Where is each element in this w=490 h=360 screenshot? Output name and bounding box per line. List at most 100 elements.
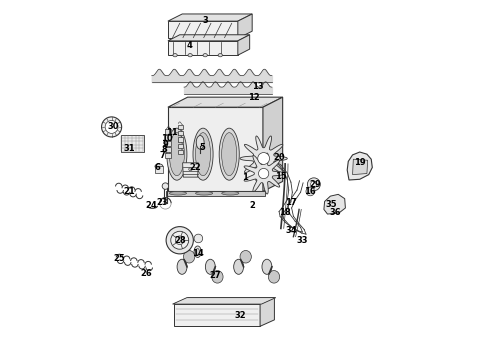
Polygon shape [177, 131, 183, 135]
Text: 25: 25 [113, 255, 124, 264]
Ellipse shape [205, 259, 215, 274]
Circle shape [307, 178, 320, 191]
Circle shape [311, 181, 317, 188]
Polygon shape [165, 135, 171, 140]
Text: 21: 21 [123, 187, 135, 196]
Text: 28: 28 [174, 237, 186, 246]
Polygon shape [177, 150, 183, 154]
Circle shape [258, 153, 270, 165]
Polygon shape [168, 21, 238, 39]
Polygon shape [165, 141, 171, 146]
Text: 20: 20 [273, 153, 285, 162]
Polygon shape [174, 304, 260, 326]
Ellipse shape [194, 246, 201, 257]
Polygon shape [155, 166, 163, 173]
Text: 9: 9 [163, 140, 168, 149]
Text: 33: 33 [296, 236, 308, 245]
Ellipse shape [234, 259, 244, 274]
Text: 32: 32 [235, 311, 246, 320]
Polygon shape [168, 14, 252, 21]
Ellipse shape [196, 133, 211, 176]
Circle shape [171, 231, 189, 249]
Text: 36: 36 [330, 208, 341, 217]
Polygon shape [165, 153, 171, 158]
Text: 30: 30 [107, 122, 119, 131]
Text: 26: 26 [141, 269, 152, 278]
Text: 12: 12 [248, 93, 260, 102]
Text: 7: 7 [160, 151, 166, 160]
Ellipse shape [173, 54, 177, 57]
Text: 18: 18 [279, 208, 291, 217]
Ellipse shape [203, 54, 207, 57]
Polygon shape [165, 130, 171, 134]
Polygon shape [177, 144, 183, 148]
Polygon shape [168, 41, 238, 55]
Text: 10: 10 [161, 134, 173, 143]
Ellipse shape [188, 54, 192, 57]
Circle shape [194, 234, 203, 243]
Text: 16: 16 [304, 187, 316, 196]
Text: 4: 4 [187, 41, 193, 50]
Polygon shape [168, 35, 250, 41]
Polygon shape [324, 194, 345, 214]
Text: 31: 31 [123, 144, 135, 153]
Ellipse shape [212, 271, 223, 283]
Ellipse shape [170, 133, 184, 176]
Polygon shape [168, 107, 263, 192]
Ellipse shape [177, 259, 187, 274]
Ellipse shape [183, 251, 195, 263]
Ellipse shape [221, 133, 237, 176]
Circle shape [101, 117, 122, 137]
Circle shape [166, 226, 194, 254]
Text: 35: 35 [325, 200, 337, 209]
Text: 3: 3 [203, 16, 208, 25]
Ellipse shape [193, 128, 213, 180]
Polygon shape [122, 135, 144, 152]
Polygon shape [166, 191, 265, 196]
Ellipse shape [167, 128, 187, 180]
Ellipse shape [196, 192, 213, 195]
Ellipse shape [219, 128, 239, 180]
Polygon shape [183, 163, 198, 177]
Ellipse shape [170, 192, 187, 195]
Polygon shape [353, 159, 368, 175]
Text: 19: 19 [354, 158, 366, 167]
Polygon shape [168, 97, 283, 107]
Ellipse shape [196, 135, 204, 149]
Ellipse shape [155, 164, 163, 169]
Ellipse shape [196, 248, 199, 255]
Text: 29: 29 [309, 180, 321, 189]
Polygon shape [177, 137, 183, 141]
Text: 24: 24 [145, 201, 157, 210]
Circle shape [259, 168, 269, 179]
Polygon shape [240, 136, 287, 181]
Text: 27: 27 [210, 270, 221, 279]
Text: 14: 14 [193, 249, 204, 258]
Polygon shape [347, 152, 372, 180]
Ellipse shape [189, 168, 192, 171]
Text: 22: 22 [189, 163, 201, 172]
Ellipse shape [269, 271, 280, 283]
Circle shape [162, 183, 169, 189]
Ellipse shape [221, 192, 239, 195]
Circle shape [105, 121, 118, 134]
Polygon shape [238, 35, 250, 55]
Text: 34: 34 [285, 226, 297, 235]
Polygon shape [244, 153, 285, 194]
Text: 5: 5 [199, 143, 205, 152]
Text: 1: 1 [242, 173, 248, 182]
Text: 23: 23 [157, 198, 169, 207]
Polygon shape [165, 148, 171, 152]
Polygon shape [263, 97, 283, 192]
Text: 2: 2 [249, 201, 255, 210]
Ellipse shape [262, 259, 272, 274]
Text: 11: 11 [166, 128, 177, 137]
Text: 15: 15 [275, 172, 287, 181]
Text: 8: 8 [161, 145, 167, 154]
Ellipse shape [218, 54, 222, 57]
Polygon shape [177, 125, 183, 129]
Text: 6: 6 [154, 163, 160, 172]
Text: 17: 17 [285, 198, 297, 207]
Circle shape [306, 187, 315, 196]
Polygon shape [260, 298, 274, 326]
